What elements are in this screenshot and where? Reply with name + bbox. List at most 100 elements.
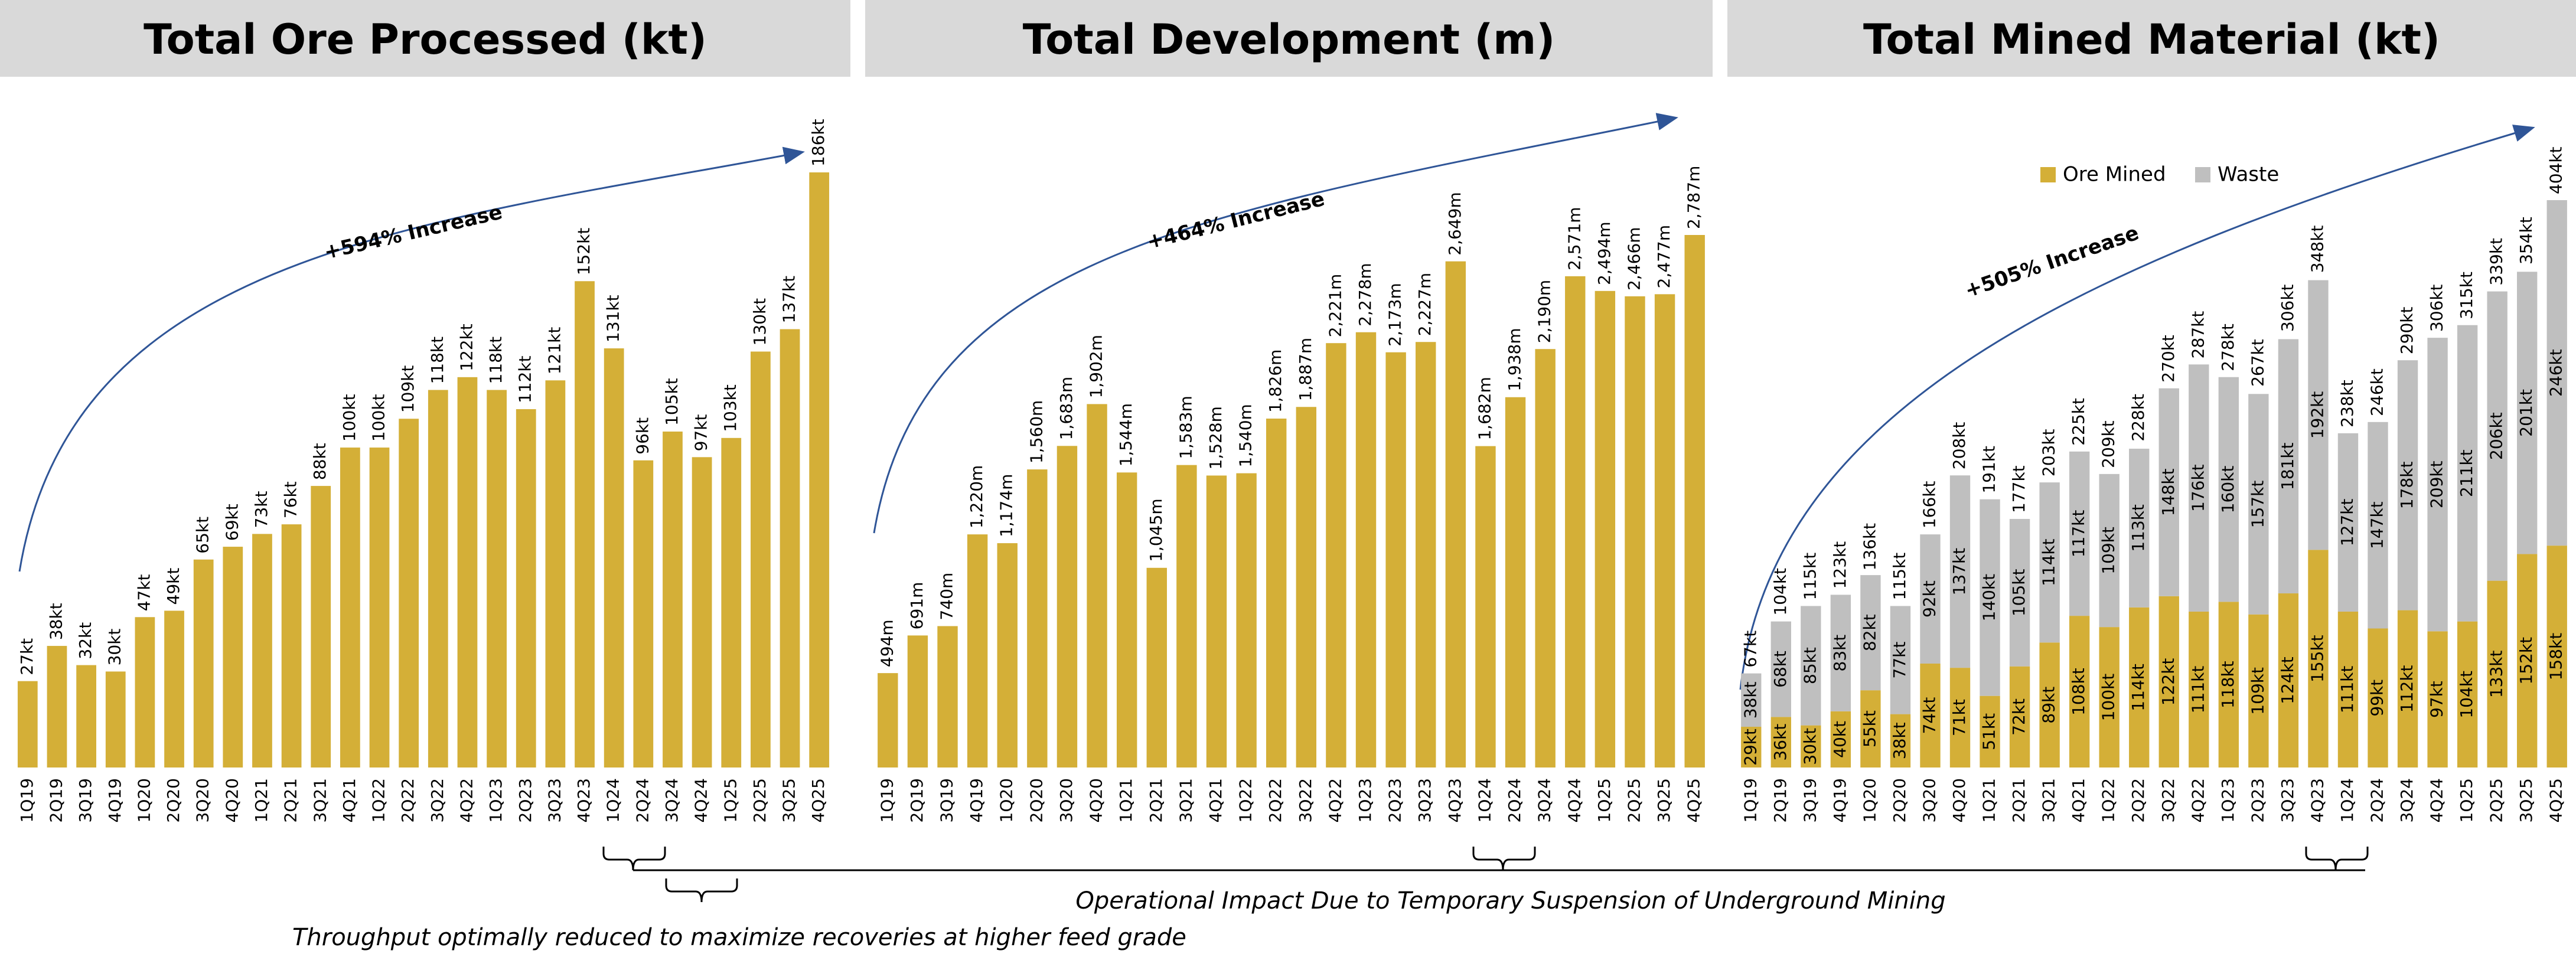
chart-title: Total Mined Material (kt) (1863, 15, 2440, 64)
bar-segment (2248, 614, 2269, 767)
value-label: 100kt (340, 394, 359, 442)
total-label: 225kt (2069, 398, 2088, 446)
legend-label: Ore Mined (2063, 163, 2166, 187)
value-label: 76kt (281, 481, 301, 518)
x-tick-label: 2Q22 (1266, 778, 1285, 822)
segment-label: 114kt (2039, 538, 2059, 586)
x-tick-label: 3Q24 (1535, 778, 1554, 822)
segment-label: 108kt (2069, 668, 2088, 716)
segment-label: 181kt (2278, 442, 2297, 490)
bar (105, 671, 126, 767)
segment-label: 114kt (2128, 664, 2148, 711)
bar-segment (2368, 422, 2388, 629)
value-label: 2,227m (1415, 273, 1434, 336)
bar (1565, 276, 1586, 767)
x-tick-label: 3Q21 (310, 778, 330, 822)
x-tick-label: 3Q24 (2397, 778, 2417, 822)
x-tick-label: 1Q21 (1980, 778, 1999, 822)
bar-segment (2427, 631, 2448, 767)
x-tick-label: 4Q19 (1830, 778, 1850, 822)
value-label: 1,540m (1236, 404, 1256, 467)
footnote: Operational Impact Due to Temporary Susp… (1075, 887, 1945, 915)
x-tick-label: 1Q24 (1475, 778, 1494, 822)
x-tick-label: 1Q21 (252, 778, 271, 822)
x-tick-label: 1Q24 (604, 778, 623, 822)
segment-label: 89kt (2039, 687, 2059, 724)
segment-label: 246kt (2546, 349, 2566, 397)
segment-label: 155kt (2307, 635, 2327, 682)
bar-segment (2337, 433, 2359, 612)
x-tick-label: 4Q19 (105, 778, 125, 822)
bar (809, 172, 830, 767)
bar (997, 543, 1018, 767)
value-label: 1,560m (1026, 400, 1046, 463)
total-label: 238kt (2337, 380, 2357, 427)
trend-label: +594% Increase (322, 200, 505, 264)
bar-segment (2308, 550, 2329, 767)
total-label: 339kt (2487, 238, 2506, 286)
x-tick-label: 4Q23 (2307, 778, 2327, 822)
x-tick-label: 3Q21 (2039, 778, 2059, 822)
trend-arrow (18, 146, 805, 572)
x-tick-label: 3Q20 (193, 778, 213, 822)
value-label: 2,649m (1445, 192, 1465, 255)
bar (1116, 472, 1137, 767)
total-label: 306kt (2278, 284, 2297, 332)
bar (545, 380, 566, 767)
total-label: 270kt (2158, 335, 2178, 383)
x-tick-label: 1Q19 (877, 778, 896, 822)
bar (1385, 352, 1406, 767)
segment-label: 137kt (1949, 548, 1969, 596)
x-tick-label: 3Q22 (2158, 778, 2178, 822)
legend-swatch (2195, 167, 2210, 182)
total-label: 203kt (2039, 429, 2059, 476)
bar-segment (1801, 725, 1821, 767)
chart-title: Total Development (m) (1023, 15, 1556, 64)
bar (604, 348, 624, 767)
x-tick-label: 2Q19 (907, 778, 927, 822)
x-tick-label: 4Q22 (2188, 778, 2207, 822)
value-label: 100kt (369, 394, 389, 442)
footnote: Throughput optimally reduced to maximize… (292, 924, 1186, 951)
trend-label: +464% Increase (1144, 187, 1327, 254)
total-label: 290kt (2397, 307, 2417, 355)
total-label: 354kt (2516, 217, 2536, 264)
segment-label: 118kt (2218, 661, 2238, 708)
bar (487, 390, 507, 767)
value-label: 69kt (222, 504, 242, 541)
x-tick-label: 3Q21 (1176, 778, 1195, 822)
bar (907, 635, 928, 767)
bar-segment (2248, 394, 2269, 615)
x-tick-label: 4Q24 (2427, 778, 2447, 822)
segment-label: 29kt (1740, 729, 1760, 766)
bar (1057, 446, 1078, 767)
brackets (602, 847, 2369, 903)
x-tick-label: 3Q20 (1919, 778, 1939, 822)
x-tick-label: 1Q23 (2218, 778, 2238, 822)
x-tick-label: 4Q25 (1684, 778, 1704, 822)
x-tick-label: 2Q24 (2368, 778, 2387, 822)
bar-segment (1741, 727, 1762, 767)
total-label: 348kt (2307, 226, 2327, 273)
x-tick-label: 1Q21 (1116, 778, 1136, 822)
x-tick-label: 1Q25 (720, 778, 740, 822)
value-label: 1,045m (1146, 498, 1166, 561)
x-tick-label: 4Q24 (692, 778, 711, 822)
total-label: 136kt (1860, 523, 1879, 571)
bar (428, 390, 448, 767)
segment-label: 140kt (1980, 574, 1999, 622)
value-label: 2,278m (1355, 263, 1375, 326)
bar-segment (2397, 610, 2418, 767)
x-tick-label: 2Q25 (1624, 778, 1644, 822)
bar (967, 534, 988, 767)
x-tick-label: 4Q23 (1445, 778, 1465, 822)
legend-label: Waste (2218, 163, 2279, 187)
x-tick-label: 3Q25 (780, 778, 799, 822)
value-label: 103kt (720, 384, 740, 432)
value-label: 1,528m (1206, 406, 1225, 469)
x-tick-label: 1Q25 (2457, 778, 2476, 822)
bar-segment (2099, 627, 2120, 767)
segment-label: 74kt (1919, 697, 1939, 734)
x-tick-label: 4Q20 (1087, 778, 1106, 822)
bar-segment (1770, 621, 1791, 717)
